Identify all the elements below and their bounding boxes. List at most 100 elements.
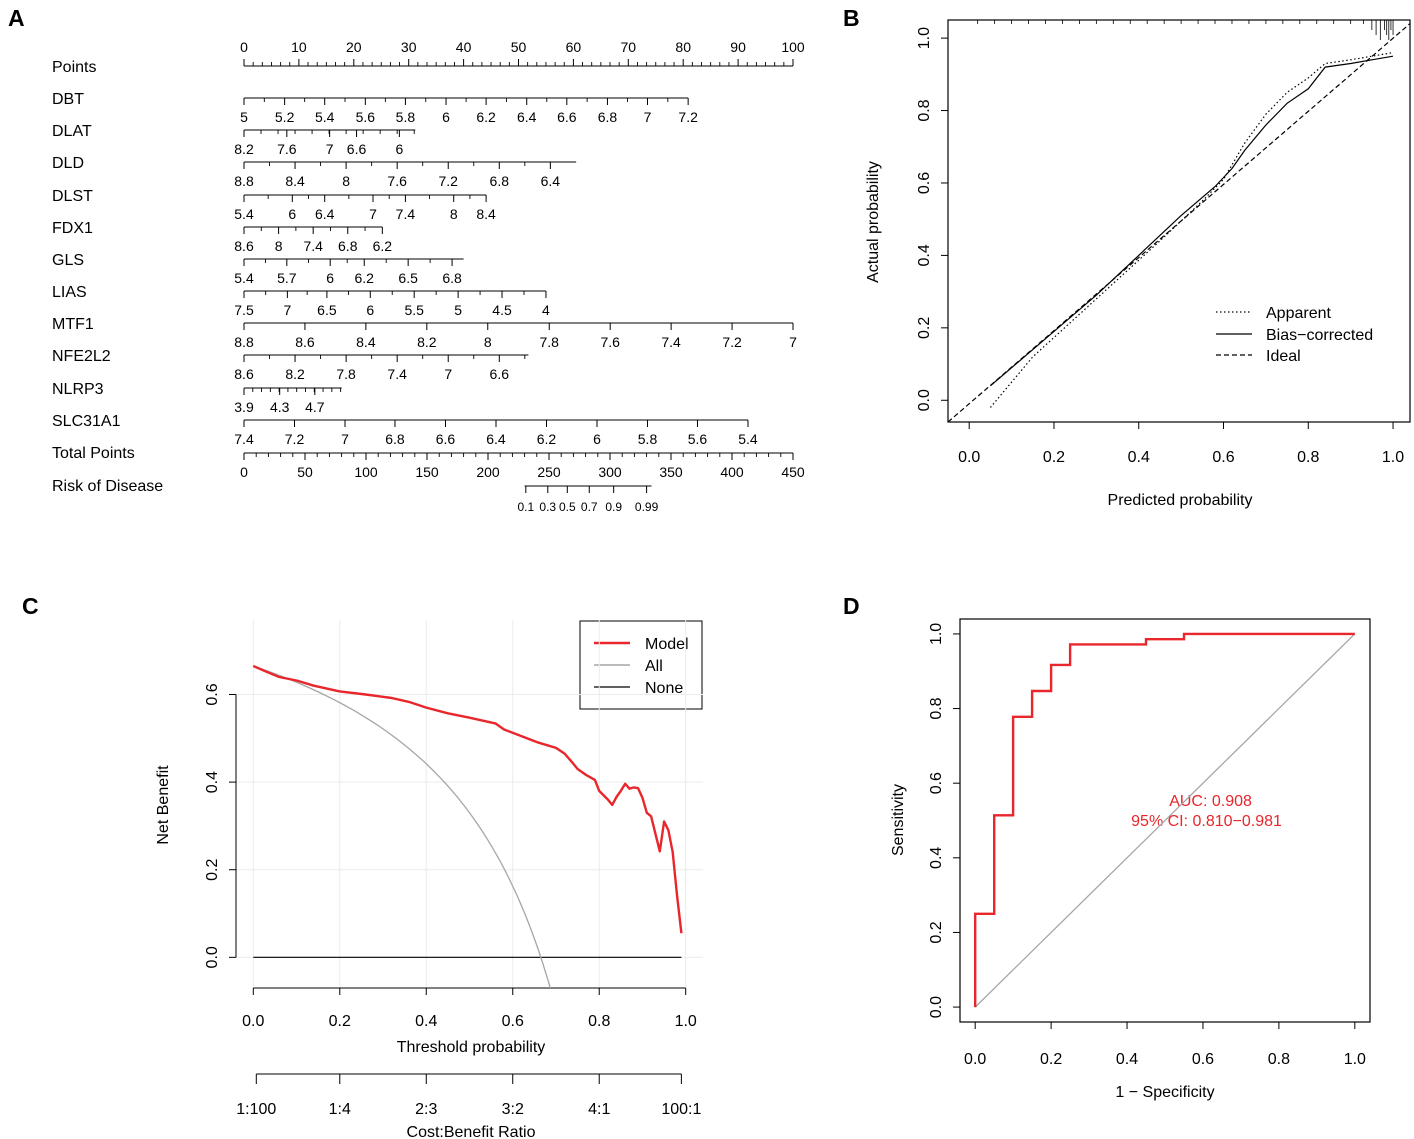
- tick-label-risk-of-disease: 0.1: [517, 500, 534, 514]
- row-label-risk-of-disease: Risk of Disease: [52, 478, 163, 495]
- nomogram-row-points: Points 0 10 20 30 40 50 60 70 80 90 100: [52, 39, 805, 76]
- tick-label-slc31a1: 5.4: [738, 431, 758, 447]
- tick-label-dld: 7.2: [438, 173, 458, 189]
- tick-label-total-points: 400: [720, 464, 744, 480]
- tick-label-mtf1: 7.2: [722, 334, 742, 350]
- calibration-line-apparent: [989, 52, 1394, 408]
- tick-label-lias: 4: [542, 302, 550, 318]
- tick-label-slc31a1: 6.6: [436, 431, 456, 447]
- tick-label-dbt: 5.8: [396, 109, 416, 125]
- row-label-nfe2l2: NFE2L2: [52, 348, 111, 365]
- tick-label-mtf1: 8.4: [356, 334, 376, 350]
- calibration-x-label: Predicted probability: [1108, 492, 1253, 509]
- tick-label-dld: 8: [342, 173, 350, 189]
- row-label-points: Points: [52, 59, 96, 76]
- dca-x2-tick-label: 1:100: [236, 1101, 276, 1118]
- calibration-x-tick-label: 0.8: [1297, 449, 1319, 466]
- tick-label-nfe2l2: 7: [444, 366, 452, 382]
- legend-label-none: None: [645, 680, 683, 697]
- roc-x-tick-label: 0.0: [964, 1051, 986, 1068]
- row-label-total-points: Total Points: [52, 445, 135, 462]
- tick-label-dbt: 6.2: [476, 109, 496, 125]
- roc-y-tick-label: 0.4: [928, 847, 945, 869]
- calibration-x-tick-label: 0.4: [1128, 449, 1150, 466]
- tick-label-mtf1: 8.6: [295, 334, 315, 350]
- tick-label-total-points: 200: [476, 464, 500, 480]
- dca-x2-tick-label: 1:4: [329, 1101, 351, 1118]
- roc-y-tick-label: 0.2: [928, 921, 945, 943]
- calibration-line-bias-corrected: [990, 55, 1394, 387]
- calibration-y-tick-label: 1.0: [916, 27, 933, 49]
- dca-y-tick-label: 0.6: [204, 683, 221, 705]
- tick-label-slc31a1: 6.4: [486, 431, 506, 447]
- tick-label-mtf1: 8.8: [234, 334, 254, 350]
- tick-label-dlat: 7: [326, 141, 334, 157]
- panel-label-b: B: [843, 5, 860, 31]
- dca-x-tick-label: 0.6: [502, 1013, 524, 1030]
- nomogram-row-risk-of-disease: Risk of Disease 0.1 0.3 0.5 0.7 0.9 0.99: [52, 478, 659, 514]
- roc-y-tick-label: 1.0: [928, 623, 945, 645]
- dca-x2-label: Cost:Benefit Ratio: [407, 1124, 536, 1139]
- tick-label-gls: 6.2: [354, 270, 374, 286]
- roc-y-tick-label: 0.0: [928, 996, 945, 1018]
- tick-label-nfe2l2: 7.4: [387, 366, 407, 382]
- roc-y-tick-label: 0.8: [928, 697, 945, 719]
- tick-label-total-points: 50: [297, 464, 313, 480]
- tick-label-dlst: 5.4: [234, 206, 254, 222]
- tick-label-points: 60: [566, 39, 582, 55]
- dca-x-tick-label: 1.0: [675, 1013, 697, 1030]
- panel-label-a: A: [8, 5, 25, 31]
- tick-label-risk-of-disease: 0.3: [539, 500, 556, 514]
- tick-label-mtf1: 7.4: [661, 334, 681, 350]
- dca-x2-tick-label: 4:1: [588, 1101, 610, 1118]
- tick-label-slc31a1: 7: [341, 431, 349, 447]
- row-label-lias: LIAS: [52, 284, 87, 301]
- tick-label-risk-of-disease: 0.5: [559, 500, 576, 514]
- tick-label-points: 10: [291, 39, 307, 55]
- tick-label-gls: 6: [326, 270, 334, 286]
- tick-label-risk-of-disease: 0.9: [605, 500, 622, 514]
- tick-label-points: 0: [240, 39, 248, 55]
- tick-label-slc31a1: 5.8: [638, 431, 658, 447]
- tick-label-fdx1: 6.8: [338, 238, 358, 254]
- row-label-dlst: DLST: [52, 188, 93, 205]
- decision-curve-panel: Threshold probability Cost:Benefit Ratio…: [155, 620, 703, 1139]
- tick-label-points: 70: [621, 39, 637, 55]
- ci-annotation: 95% CI: 0.810−0.981: [1131, 813, 1282, 830]
- roc-x-tick-label: 0.4: [1116, 1051, 1138, 1068]
- tick-label-dlst: 6: [288, 206, 296, 222]
- calibration-x-tick-label: 1.0: [1382, 449, 1404, 466]
- tick-label-dlat: 8.2: [234, 141, 254, 157]
- tick-label-total-points: 350: [659, 464, 683, 480]
- dca-x2-tick-label: 2:3: [415, 1101, 437, 1118]
- tick-label-dbt: 5.6: [356, 109, 376, 125]
- tick-label-mtf1: 7.6: [600, 334, 620, 350]
- calibration-y-tick-label: 0.2: [916, 317, 933, 339]
- roc-x-tick-label: 0.6: [1192, 1051, 1214, 1068]
- tick-label-gls: 5.7: [277, 270, 297, 286]
- legend-label-bias-corrected: Bias−corrected: [1266, 327, 1373, 344]
- tick-label-dbt: 7.2: [678, 109, 698, 125]
- dca-y-tick-label: 0.2: [204, 858, 221, 880]
- legend-label-ideal: Ideal: [1266, 348, 1301, 365]
- tick-label-total-points: 450: [781, 464, 805, 480]
- tick-label-points: 30: [401, 39, 417, 55]
- dca-x-tick-label: 0.4: [415, 1013, 437, 1030]
- nomogram-row-dbt: DBT 5 5.2 5.4 5.6 5.8 6 6.2 6.4 6.6 6.8 7 7.2: [52, 91, 698, 125]
- tick-label-gls: 6.5: [398, 270, 418, 286]
- tick-label-mtf1: 8.2: [417, 334, 437, 350]
- tick-label-dlst: 6.4: [315, 206, 335, 222]
- tick-label-fdx1: 7.4: [303, 238, 323, 254]
- tick-label-dbt: 5: [240, 109, 248, 125]
- tick-label-slc31a1: 5.6: [688, 431, 708, 447]
- tick-label-risk-of-disease: 0.99: [635, 500, 659, 514]
- calibration-y-tick-label: 0.8: [916, 99, 933, 121]
- dca-line-model: [252, 664, 683, 934]
- tick-label-dlst: 7: [369, 206, 377, 222]
- roc-x-label: 1 − Specificity: [1115, 1084, 1214, 1101]
- tick-label-points: 90: [730, 39, 746, 55]
- nomogram-row-slc31a1: SLC31A1 7.4 7.2 7 6.8 6.6 6.4 6.2 6 5.8 5.6 5.4: [52, 413, 758, 447]
- calibration-y-tick-label: 0.6: [916, 172, 933, 194]
